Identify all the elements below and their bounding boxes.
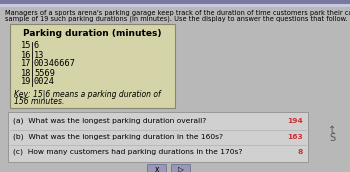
Text: (a)  What was the longest parking duration overall?: (a) What was the longest parking duratio… (13, 118, 206, 124)
Text: 19: 19 (21, 78, 31, 87)
Text: sample of 19 such parking durations (in minutes). Use the display to answer the : sample of 19 such parking durations (in … (5, 16, 348, 23)
Bar (0, 4, 350, 7)
FancyBboxPatch shape (172, 164, 190, 172)
Text: 18: 18 (21, 68, 31, 78)
Text: 17: 17 (21, 60, 31, 68)
Text: ▷: ▷ (178, 165, 184, 172)
Text: Ś: Ś (329, 133, 335, 143)
Text: 00346667: 00346667 (34, 60, 76, 68)
Text: 194: 194 (287, 118, 303, 124)
Text: 16: 16 (21, 51, 31, 60)
FancyBboxPatch shape (8, 112, 308, 162)
Bar (0, 0, 350, 4)
Text: Managers of a sports arena's parking garage keep track of the duration of time c: Managers of a sports arena's parking gar… (5, 10, 350, 16)
Text: 5569: 5569 (34, 68, 55, 78)
Text: 156 minutes.: 156 minutes. (14, 97, 64, 106)
FancyBboxPatch shape (147, 164, 167, 172)
Text: (c)  How many customers had parking durations in the 170s?: (c) How many customers had parking durat… (13, 149, 242, 155)
Text: 15: 15 (21, 41, 31, 51)
Text: 13: 13 (34, 51, 44, 60)
Text: (b)  What was the longest parking duration in the 160s?: (b) What was the longest parking duratio… (13, 134, 223, 140)
Text: 0024: 0024 (34, 78, 55, 87)
FancyBboxPatch shape (10, 24, 175, 108)
Text: 8: 8 (298, 149, 303, 155)
Text: x: x (155, 165, 159, 172)
Text: 163: 163 (287, 134, 303, 140)
Text: Parking duration (minutes): Parking duration (minutes) (23, 29, 162, 38)
Text: Key: 15|6 means a parking duration of: Key: 15|6 means a parking duration of (14, 90, 161, 99)
Text: 6: 6 (34, 41, 39, 51)
Text: ↑: ↑ (328, 125, 336, 135)
